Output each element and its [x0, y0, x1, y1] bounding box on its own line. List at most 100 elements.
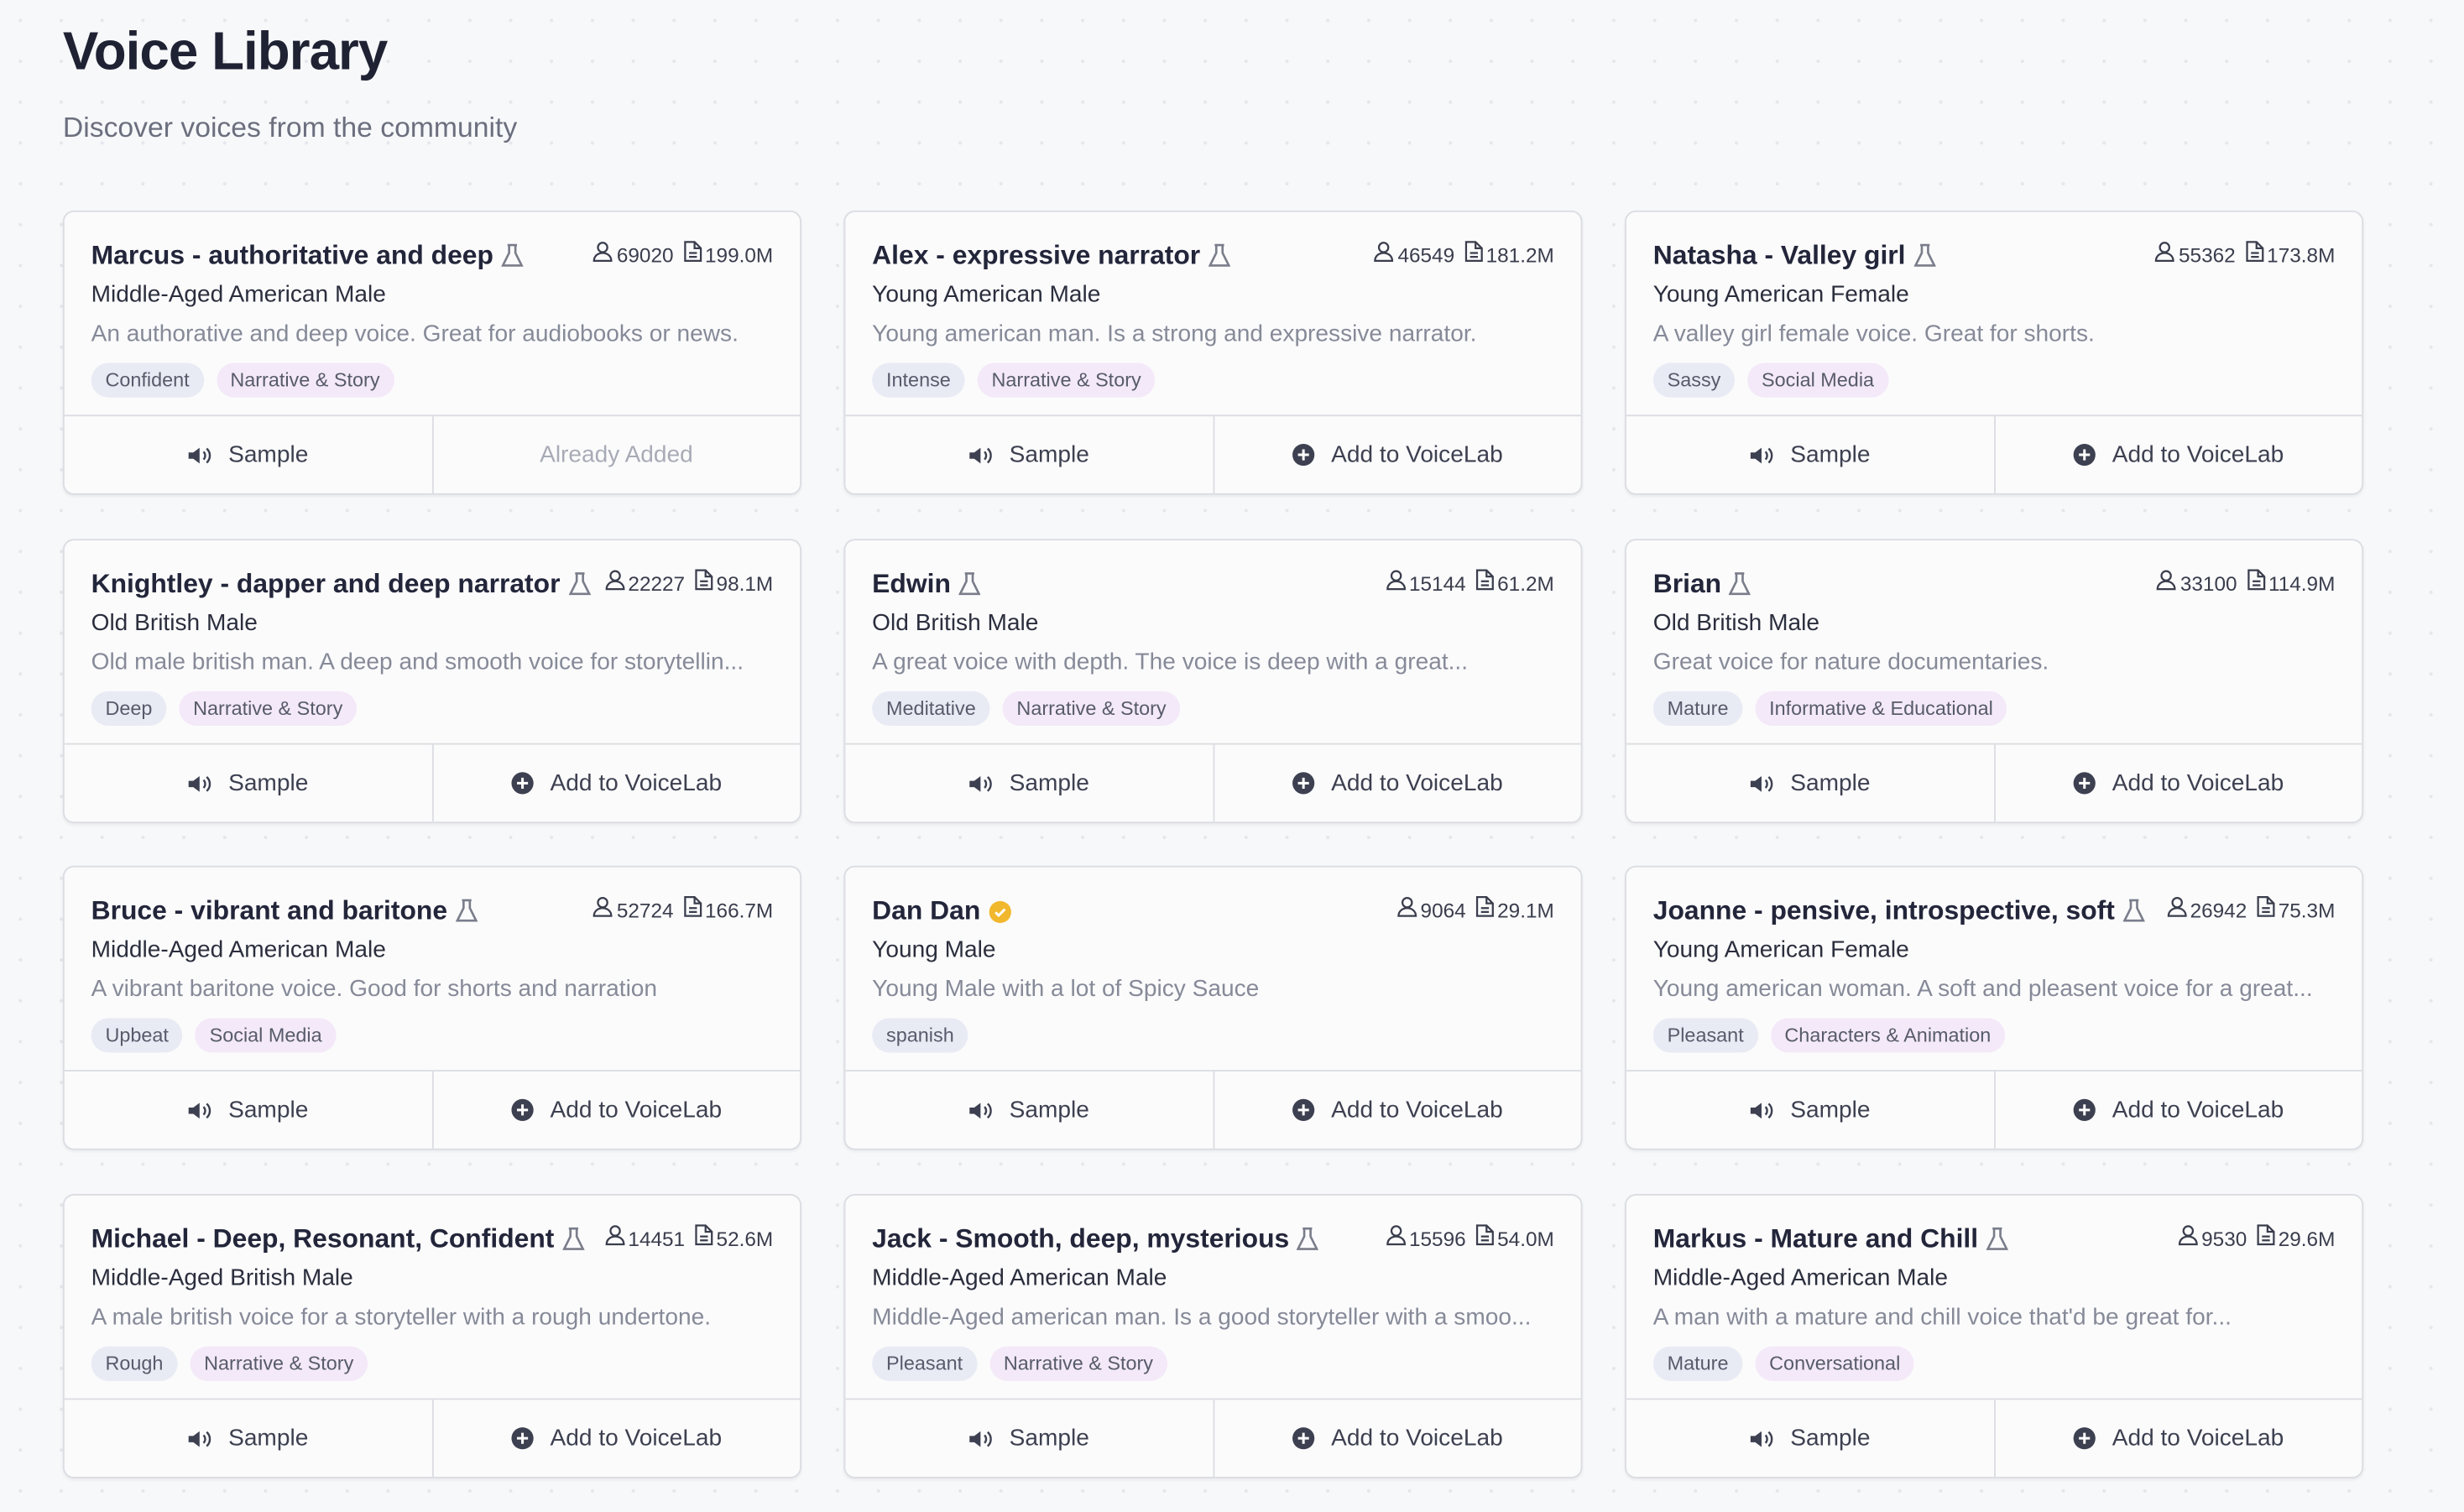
sample-button[interactable]: Sample [65, 1400, 431, 1477]
add-button[interactable]: Add to VoiceLab [1993, 1400, 2362, 1478]
voice-name: Marcus - authoritative and deep [91, 240, 493, 271]
char-count: 52.6M [694, 1224, 773, 1250]
add-button[interactable]: Add to VoiceLab [1993, 1071, 2362, 1149]
action-label: Add to VoiceLab [1331, 769, 1503, 797]
voice-name-row: Michael - Deep, Resonant, Confident [91, 1224, 584, 1255]
user-count-value: 9530 [2201, 1227, 2247, 1251]
voice-description: Young Male with a lot of Spicy Sauce [872, 975, 1260, 1003]
add-button[interactable]: Add to VoiceLab [431, 744, 800, 822]
sample-button[interactable]: Sample [1626, 1400, 1993, 1477]
tag-list: Confident Narrative & Story [91, 362, 394, 398]
experimental-icon [1297, 1227, 1319, 1252]
char-count-value: 98.1M [716, 571, 774, 596]
voice-name: Brian [1652, 568, 1722, 599]
sample-label: Sample [1790, 441, 1871, 468]
char-count-value: 29.1M [1497, 899, 1554, 923]
card-actions: Sample Add to VoiceLab [64, 1070, 801, 1149]
plus-icon [2073, 1426, 2096, 1450]
user-icon [604, 1224, 628, 1246]
add-button[interactable]: Add to VoiceLab [1212, 744, 1581, 822]
voice-card: Dan Dan 9064 29.1M Young Male Young Male wit… [843, 865, 1583, 1150]
tag: Meditative [872, 691, 990, 727]
voice-name: Alex - expressive narrator [872, 240, 1201, 271]
char-count: 61.2M [1475, 569, 1554, 596]
add-button[interactable]: Add to VoiceLab [431, 1071, 800, 1149]
voice-name-row: Alex - expressive narrator [872, 240, 1230, 271]
user-count: 15144 [1386, 569, 1466, 596]
sample-button[interactable]: Sample [65, 1071, 431, 1149]
tag-list: Rough Narrative & Story [91, 1346, 368, 1381]
card-body: Marcus - authoritative and deep 69020 199.… [91, 240, 774, 413]
card-body: Natasha - Valley girl 55362 173.8M Young Am… [1652, 240, 2336, 413]
add-button[interactable]: Add to VoiceLab [1993, 416, 2362, 493]
speaker-icon [1750, 772, 1775, 794]
voice-name: Bruce - vibrant and baritone [91, 895, 448, 925]
plus-icon [1292, 443, 1315, 467]
voice-name-row: Markus - Mature and Chill [1653, 1224, 2008, 1255]
add-button[interactable]: Add to VoiceLab [1212, 416, 1581, 493]
user-icon [2155, 240, 2179, 262]
voice-name-row: Edwin [872, 569, 981, 600]
voice-description: Great voice for nature documentaries. [1652, 649, 2049, 676]
sample-button[interactable]: Sample [1626, 416, 1993, 493]
char-count: 29.6M [2257, 1224, 2335, 1250]
tag: Narrative & Story [1002, 691, 1181, 727]
voice-description: Young american man. Is a strong and expr… [872, 320, 1477, 347]
sample-button[interactable]: Sample [1626, 745, 1993, 822]
voice-description: A valley girl female voice. Great for sh… [1652, 320, 2095, 347]
user-icon [593, 240, 617, 262]
card-actions: Sample Add to VoiceLab [1626, 743, 2362, 822]
voice-description: A male british voice for a storyteller w… [91, 1304, 712, 1331]
card-body: Dan Dan 9064 29.1M Young Male Young Male wit… [872, 895, 1554, 1068]
tag: Social Media [195, 1018, 337, 1053]
add-button[interactable]: Add to VoiceLab [1993, 744, 2362, 822]
tag: Informative & Educational [1755, 691, 2007, 727]
sample-label: Sample [1009, 769, 1089, 797]
voice-name: Knightley - dapper and deep narrator [91, 568, 561, 599]
action-label: Add to VoiceLab [2112, 1096, 2284, 1124]
voice-card: Jack - Smooth, deep, mysterious 15596 54.0… [843, 1194, 1583, 1478]
tag: Narrative & Story [190, 1346, 368, 1381]
voice-meta: Old British Male [91, 609, 258, 637]
sample-button[interactable]: Sample [845, 416, 1212, 493]
tag-list: Sassy Social Media [1652, 362, 1888, 398]
voice-description: Middle-Aged american man. Is a good stor… [872, 1304, 1532, 1331]
experimental-icon [958, 572, 981, 597]
page-title: Voice Library [62, 22, 388, 82]
add-button[interactable]: Add to VoiceLab [1212, 1071, 1581, 1149]
card-body: Markus - Mature and Chill 9530 29.6M Middle… [1652, 1223, 2336, 1397]
voice-stats: 46549 181.2M [1369, 240, 1554, 268]
voice-name-row: Jack - Smooth, deep, mysterious [872, 1224, 1319, 1255]
plus-icon [511, 1098, 535, 1122]
char-count: 166.7M [683, 895, 773, 922]
card-body: Jack - Smooth, deep, mysterious 15596 54.0… [872, 1223, 1554, 1397]
char-count-value: 173.8M [2267, 243, 2336, 268]
voice-description: A great voice with depth. The voice is d… [872, 649, 1469, 676]
experimental-icon [1729, 572, 1751, 597]
tag-list: Pleasant Characters & Animation [1652, 1018, 2006, 1053]
add-button[interactable]: Add to VoiceLab [1212, 1400, 1581, 1478]
speaker-icon [187, 1427, 212, 1449]
plus-icon [1292, 771, 1315, 795]
speaker-icon [968, 1099, 994, 1121]
voice-description: An authorative and deep voice. Great for… [91, 320, 739, 347]
add-button[interactable]: Add to VoiceLab [431, 1400, 800, 1478]
sample-button[interactable]: Sample [845, 745, 1212, 822]
sample-button[interactable]: Sample [845, 1400, 1212, 1477]
action-label: Add to VoiceLab [2112, 769, 2284, 797]
experimental-icon [1208, 243, 1230, 269]
tag-list: Mature Informative & Educational [1652, 691, 2007, 727]
file-icon [2257, 1224, 2279, 1246]
sample-button[interactable]: Sample [1626, 1071, 1993, 1149]
tag-list: Meditative Narrative & Story [872, 691, 1181, 727]
card-actions: Sample Add to VoiceLab [64, 1398, 801, 1478]
action-label: Already Added [540, 441, 693, 468]
page-subtitle: Discover voices from the community [62, 111, 518, 143]
sample-button[interactable]: Sample [845, 1071, 1212, 1149]
user-count: 52724 [593, 895, 674, 922]
voice-card: Markus - Mature and Chill 9530 29.6M Middle… [1625, 1194, 2364, 1478]
tag: Intense [872, 362, 965, 398]
sample-button[interactable]: Sample [65, 745, 431, 822]
card-actions: Sample Add to VoiceLab [845, 414, 1581, 493]
sample-button[interactable]: Sample [65, 416, 431, 493]
